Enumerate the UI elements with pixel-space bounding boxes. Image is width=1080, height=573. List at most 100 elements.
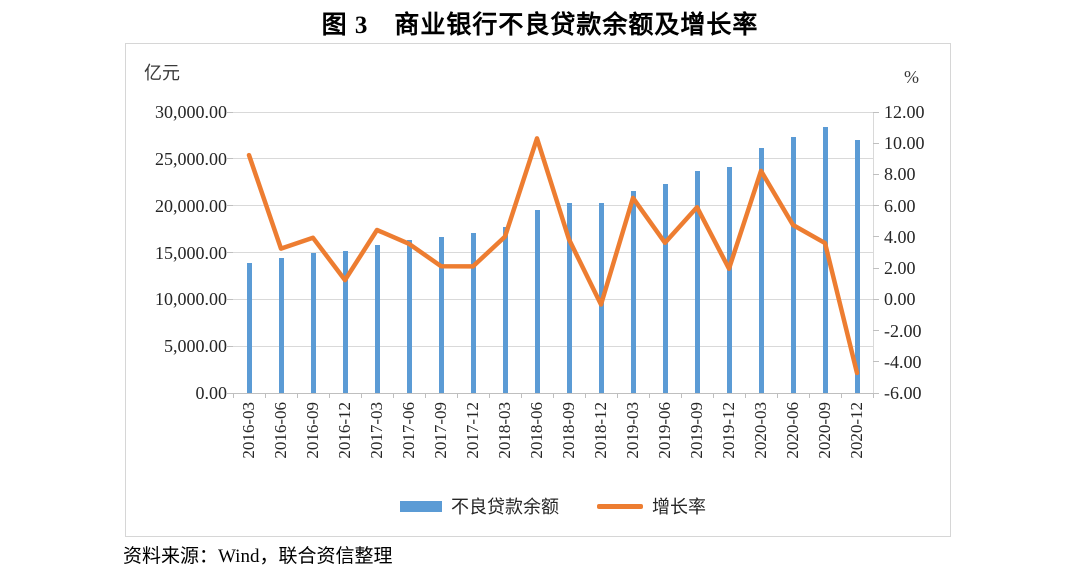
x-axis-tick [744, 393, 746, 398]
right-axis-tick [873, 142, 879, 144]
right-axis-tick-label: -2.00 [884, 320, 922, 341]
x-axis-label-2019-09: 2019-09 [687, 402, 706, 459]
left-axis-tick [227, 392, 233, 394]
bar-2018-06 [534, 209, 540, 393]
bar-2016-06 [278, 258, 284, 393]
x-axis-label-2017-12: 2017-12 [463, 402, 482, 459]
x-axis-label-2017-03: 2017-03 [367, 402, 386, 459]
gridline [233, 298, 873, 300]
right-axis-tick [873, 298, 879, 300]
right-axis-tick [873, 267, 879, 269]
right-axis-tick [873, 330, 879, 332]
chart-legend: 不良贷款余额 增长率 [233, 493, 873, 519]
right-axis-tick-label: 4.00 [884, 226, 916, 247]
right-axis-tick-label: -4.00 [884, 351, 922, 372]
bar-2016-03 [246, 262, 252, 393]
left-axis-title: 亿元 [144, 63, 180, 83]
bar-2017-06 [406, 239, 412, 393]
bar-2016-12 [342, 251, 348, 393]
gridline [233, 345, 873, 347]
left-axis-tick-label: 30,000.00 [155, 102, 227, 122]
legend-line-swatch [597, 503, 643, 509]
x-axis-tick [520, 393, 522, 398]
left-axis-tick-label: 20,000.00 [155, 195, 227, 216]
x-axis-tick [648, 393, 650, 398]
x-axis-tick [296, 393, 298, 398]
x-axis-label-2019-12: 2019-12 [719, 402, 738, 459]
left-axis-tick-label: 0.00 [195, 383, 228, 403]
bar-2017-12 [470, 233, 476, 393]
legend-label-npl-balance: 不良贷款余额 [451, 497, 559, 517]
left-axis-tick-label: 15,000.00 [155, 242, 227, 263]
legend-item-npl-balance: 不良贷款余额 [400, 493, 559, 519]
gridline [233, 252, 873, 253]
left-axis-tick [227, 205, 233, 207]
x-axis-tick [808, 393, 810, 398]
right-axis-tick-label: 10.00 [884, 133, 925, 154]
bar-2020-06 [790, 136, 796, 393]
left-axis-tick [227, 298, 233, 300]
legend-bar-swatch [400, 500, 442, 512]
growth-rate-line [246, 136, 860, 376]
bar-2017-03 [374, 245, 380, 393]
bar-2019-09 [694, 171, 700, 393]
bar-2018-03 [502, 226, 508, 393]
x-axis-label-2019-03: 2019-03 [623, 402, 642, 459]
right-axis-tick-label: 2.00 [884, 258, 916, 279]
bar-2020-09 [822, 127, 828, 393]
x-axis-tick [328, 393, 330, 398]
x-axis-tick [584, 393, 586, 398]
x-axis-tick [616, 393, 618, 398]
x-axis-label-2016-09: 2016-09 [303, 402, 322, 459]
right-axis-tick [873, 205, 879, 207]
x-axis-label-2020-09: 2020-09 [815, 402, 834, 459]
x-axis-tick [680, 393, 682, 398]
x-axis-label-2020-06: 2020-06 [783, 402, 802, 459]
right-axis-tick-label: 8.00 [884, 164, 916, 185]
right-axis-tick [873, 361, 879, 363]
x-axis-tick [424, 393, 426, 398]
right-axis-tick [873, 111, 879, 113]
x-axis-label-2018-06: 2018-06 [527, 402, 546, 459]
left-axis-tick-label: 10,000.00 [155, 289, 227, 310]
x-axis-label-2016-03: 2016-03 [239, 402, 258, 459]
right-axis-tick [873, 392, 879, 394]
bar-2020-03 [758, 148, 764, 393]
x-axis-label-2016-06: 2016-06 [271, 402, 290, 459]
x-axis-label-2019-06: 2019-06 [655, 402, 674, 459]
right-axis-tick-label: 12.00 [884, 102, 925, 122]
bar-2018-09 [566, 202, 572, 393]
x-axis-tick [712, 393, 714, 398]
x-axis-label-2018-03: 2018-03 [495, 402, 514, 459]
x-axis-tick [360, 393, 362, 398]
right-axis-tick [873, 236, 879, 238]
x-axis-tick [776, 393, 778, 398]
right-axis-line [873, 112, 874, 393]
growth-rate-line-svg [246, 136, 860, 376]
gridline [233, 205, 873, 207]
gridline [233, 111, 873, 113]
gridline [233, 158, 873, 160]
x-axis-tick [392, 393, 394, 398]
x-axis-label-2016-12: 2016-12 [335, 402, 354, 459]
figure-title: 图 3 商业银行不良贷款余额及增长率 [321, 12, 759, 39]
x-axis-tick [840, 393, 842, 398]
right-axis-tick [873, 173, 879, 175]
left-axis-tick [227, 345, 233, 347]
bar-2019-06 [662, 183, 668, 393]
left-axis-tick [227, 158, 233, 160]
source-note: 资料来源：Wind，联合资信整理 [123, 546, 393, 567]
right-axis-tick-label: 0.00 [884, 289, 916, 310]
x-axis-tick [552, 393, 554, 398]
legend-label-growth-rate: 增长率 [652, 497, 706, 517]
legend-item-growth-rate: 增长率 [597, 493, 706, 519]
x-axis-label-2018-09: 2018-09 [559, 402, 578, 459]
x-axis-tick [872, 393, 874, 398]
x-axis-tick [232, 393, 234, 398]
bar-2016-09 [310, 253, 316, 393]
right-axis-title: % [904, 67, 919, 87]
left-axis-tick-label: 25,000.00 [155, 148, 227, 169]
right-axis-tick-label: 6.00 [884, 195, 916, 216]
left-axis-tick-label: 5,000.00 [164, 336, 227, 357]
